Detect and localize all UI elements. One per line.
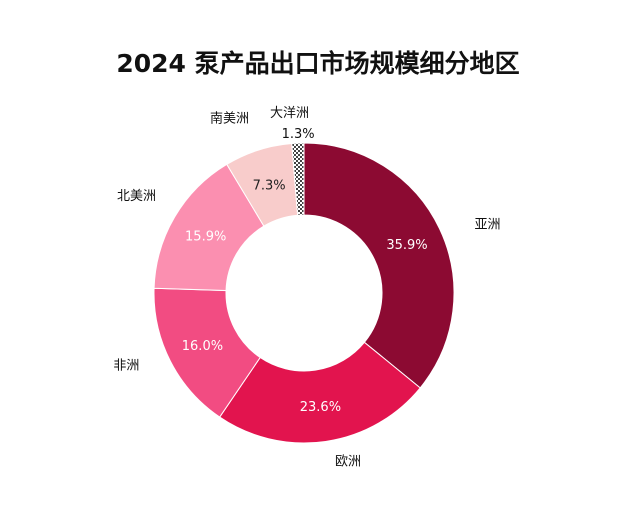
value-label-bg-5 [282,125,315,143]
slice-1 [218,341,421,444]
value-label-3: 15.9% [185,229,226,244]
category-label-2: 非洲 [113,359,139,374]
category-label-5: 大洋洲 [270,106,309,121]
category-label-4: 南美洲 [210,111,249,127]
chart-title: 2024 泵产品出口市场规模细分地区 [116,49,520,78]
value-label-4: 7.3% [253,178,286,193]
slice-0 [303,142,455,389]
category-label-1: 欧洲 [335,454,361,469]
value-label-2: 16.0% [182,339,223,354]
value-label-5: 1.3% [282,127,315,142]
value-label-0: 35.9% [386,238,427,253]
category-label-3: 北美洲 [117,189,156,204]
category-label-0: 亚洲 [475,217,501,232]
slice-5 [291,142,305,216]
value-label-1: 23.6% [300,400,341,415]
